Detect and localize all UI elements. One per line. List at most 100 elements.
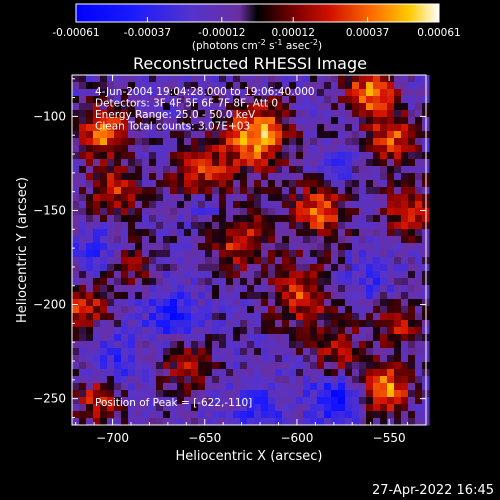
heatmap-cell <box>394 152 402 160</box>
heatmap-cell <box>79 285 87 293</box>
heatmap-cell <box>296 418 304 426</box>
heatmap-cell <box>212 152 220 160</box>
heatmap-cell <box>359 411 367 419</box>
heatmap-cell <box>142 138 150 146</box>
heatmap-cell <box>72 159 80 167</box>
heatmap-cell <box>219 103 227 111</box>
heatmap-cell <box>226 334 234 342</box>
heatmap-cell <box>205 264 213 272</box>
heatmap-cell <box>317 418 325 426</box>
heatmap-cell <box>338 341 346 349</box>
heatmap-cell <box>394 341 402 349</box>
heatmap-cell <box>408 173 416 181</box>
heatmap-cell <box>226 299 234 307</box>
heatmap-cell <box>247 82 255 90</box>
heatmap-cell <box>86 173 94 181</box>
heatmap-cell <box>226 397 234 405</box>
heatmap-cell <box>135 306 143 314</box>
heatmap-cell <box>170 96 178 104</box>
heatmap-cell <box>387 124 395 132</box>
heatmap-cell <box>163 208 171 216</box>
heatmap-cell <box>380 348 388 356</box>
heatmap-cell <box>149 404 157 412</box>
heatmap-cell <box>156 180 164 188</box>
heatmap-cell <box>121 418 129 426</box>
heatmap-cell <box>100 75 108 83</box>
heatmap-cell <box>100 103 108 111</box>
heatmap-cell <box>324 299 332 307</box>
heatmap-cell <box>170 180 178 188</box>
heatmap-cell <box>219 341 227 349</box>
heatmap-cell <box>380 320 388 328</box>
heatmap-cell <box>394 306 402 314</box>
heatmap-cell <box>387 278 395 286</box>
heatmap-cell <box>205 208 213 216</box>
heatmap-cell <box>415 201 423 209</box>
x-axis-ticks: −700 −650 −600 −550 <box>75 75 427 445</box>
heatmap-cell <box>254 306 262 314</box>
heatmap-cell <box>338 243 346 251</box>
heatmap-cell <box>352 222 360 230</box>
heatmap-cell <box>373 159 381 167</box>
heatmap-cell <box>219 180 227 188</box>
heatmap-cell <box>198 320 206 328</box>
heatmap-cell <box>240 313 248 321</box>
heatmap-cell <box>177 411 185 419</box>
heatmap-cell <box>338 75 346 83</box>
heatmap-cell <box>114 369 122 377</box>
heatmap-cell <box>289 201 297 209</box>
heatmap-cell <box>156 159 164 167</box>
heatmap-cell <box>149 222 157 230</box>
heatmap-cell <box>247 334 255 342</box>
heatmap-cell <box>149 383 157 391</box>
heatmap-cell <box>233 264 241 272</box>
heatmap-cell <box>170 362 178 370</box>
heatmap-cell <box>331 411 339 419</box>
heatmap-cell <box>415 82 423 90</box>
heatmap-cell <box>310 313 318 321</box>
heatmap-cell <box>86 334 94 342</box>
heatmap-cell <box>86 257 94 265</box>
heatmap-cell <box>114 75 122 83</box>
heatmap-cell <box>303 82 311 90</box>
heatmap-cell <box>247 222 255 230</box>
heatmap-cell <box>296 257 304 265</box>
heatmap-cell <box>261 243 269 251</box>
heatmap-cell <box>366 264 374 272</box>
heatmap-cell <box>149 376 157 384</box>
heatmap-cell <box>289 131 297 139</box>
heatmap-cell <box>128 166 136 174</box>
heatmap-cell <box>114 404 122 412</box>
heatmap-cell <box>303 278 311 286</box>
heatmap-cell <box>408 131 416 139</box>
heatmap-cell <box>212 131 220 139</box>
heatmap-cell <box>212 271 220 279</box>
heatmap-cell <box>128 271 136 279</box>
heatmap-cell <box>184 383 192 391</box>
heatmap-cell <box>303 236 311 244</box>
annotation-line: 4-Jun-2004 19:04:28.000 to 19:06:40.000 <box>95 86 315 98</box>
heatmap-cell <box>324 110 332 118</box>
heatmap-cell <box>303 103 311 111</box>
heatmap-cell <box>401 390 409 398</box>
heatmap-cell <box>128 397 136 405</box>
heatmap-cell <box>233 138 241 146</box>
heatmap-cell <box>359 243 367 251</box>
heatmap-cell <box>331 201 339 209</box>
heatmap-cell <box>184 327 192 335</box>
heatmap-cell <box>128 117 136 125</box>
heatmap-cell <box>128 194 136 202</box>
heatmap-cell <box>338 390 346 398</box>
heatmap-cell <box>226 173 234 181</box>
heatmap-cell <box>156 131 164 139</box>
heatmap-cell <box>198 348 206 356</box>
heatmap-cell <box>100 173 108 181</box>
heatmap-cell <box>394 285 402 293</box>
heatmap-cell <box>366 187 374 195</box>
heatmap-cell <box>114 306 122 314</box>
heatmap-cell <box>142 215 150 223</box>
heatmap-cell <box>240 383 248 391</box>
heatmap-cell <box>275 320 283 328</box>
heatmap-cell <box>226 180 234 188</box>
heatmap-cell <box>338 131 346 139</box>
